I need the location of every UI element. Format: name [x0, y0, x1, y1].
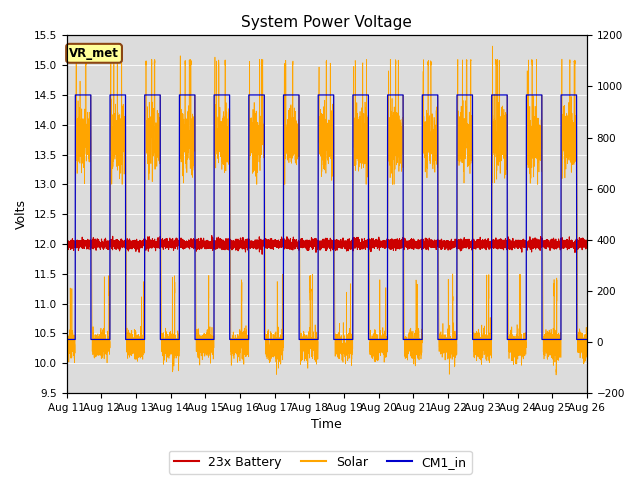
Y-axis label: Volts: Volts — [15, 199, 28, 229]
Title: System Power Voltage: System Power Voltage — [241, 15, 412, 30]
Legend: 23x Battery, Solar, CM1_in: 23x Battery, Solar, CM1_in — [168, 451, 472, 474]
X-axis label: Time: Time — [311, 419, 342, 432]
Text: VR_met: VR_met — [69, 47, 119, 60]
